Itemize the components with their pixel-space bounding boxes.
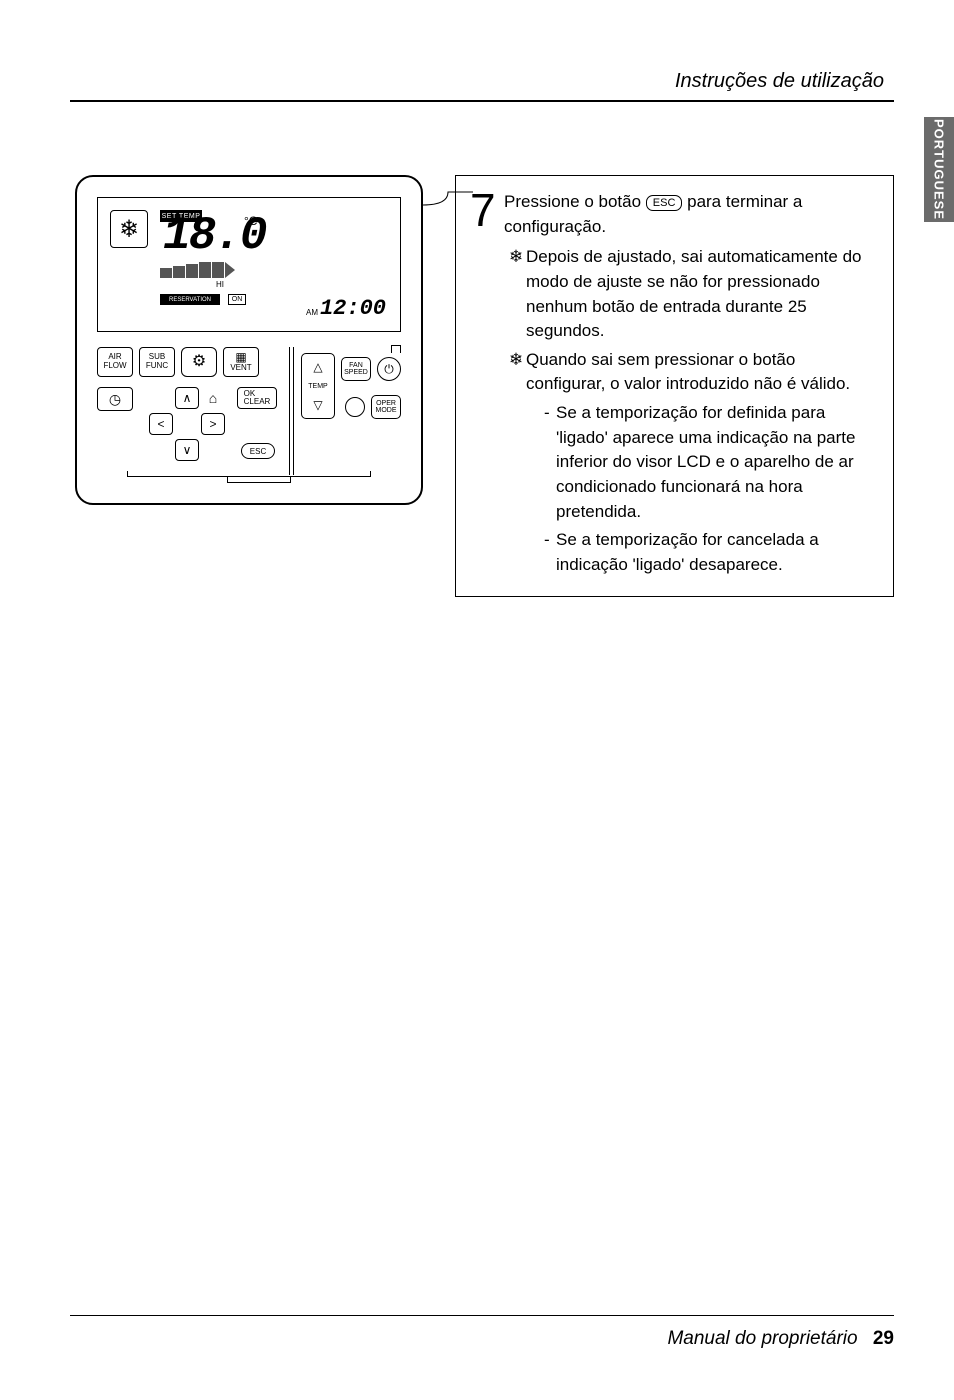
step-intro: Pressione o botão ESC para terminar a co…	[504, 190, 875, 239]
ok-clear-button: OK CLEAR	[237, 387, 277, 409]
lcd-screen: ❄ SET TEMP 18.0 °C HI RESERVATION ON AM …	[97, 197, 401, 332]
oper-mode-button: OPER MODE	[371, 395, 401, 419]
airflow-button: AIR FLOW	[97, 347, 133, 377]
fan-bars-icon	[160, 260, 255, 280]
bullet-item: ❄ Quando sai sem pressionar o botão conf…	[506, 348, 875, 578]
subfunc-button: SUB FUNC	[139, 347, 175, 377]
settings-button: ⚙	[181, 347, 217, 377]
temp-down-icon: ▽	[313, 398, 322, 412]
hi-label: HI	[216, 280, 224, 289]
reservation-label: RESERVATION	[160, 294, 220, 305]
timer-button: ◷	[97, 387, 133, 411]
home-icon: ⌂	[203, 387, 223, 409]
temp-rocker: △ TEMP ▽	[301, 353, 335, 419]
ampm-label: AM	[306, 308, 318, 317]
door-icon	[391, 345, 401, 353]
temperature-unit: °C	[244, 214, 257, 228]
fan-speed-button: FAN SPEED	[341, 357, 371, 381]
step-7-box: 7 Pressione o botão ESC para terminar a …	[455, 175, 894, 597]
clock-value: 12:00	[320, 296, 386, 321]
snowflake-bullet-icon: ❄	[506, 348, 526, 578]
page-footer: Manual do proprietário 29	[70, 1315, 894, 1350]
step-number: 7	[470, 190, 504, 578]
dash-item: - Se a temporização for definida para 'l…	[544, 401, 875, 524]
right-button: >	[201, 413, 225, 435]
vent-button: ▦VENT	[223, 347, 259, 377]
circle-button	[345, 397, 365, 417]
dash-item: - Se a temporização for cancelada a indi…	[544, 528, 875, 577]
panel-divider	[289, 347, 290, 475]
page-header-title: Instruções de utilização	[675, 70, 884, 93]
page-number: 29	[873, 1328, 894, 1349]
header-divider	[70, 100, 894, 102]
language-tab: PORTUGUESE	[924, 117, 954, 222]
power-button: ⏻	[377, 357, 401, 381]
temp-up-icon: △	[313, 360, 322, 374]
footer-text: Manual do proprietário	[667, 1328, 857, 1349]
arrow-pad: ∧ ⌂ < > ∨	[145, 387, 229, 465]
remote-controller-illustration: ❄ SET TEMP 18.0 °C HI RESERVATION ON AM …	[75, 175, 423, 505]
temp-label: TEMP	[302, 383, 334, 390]
bullet-item: ❄ Depois de ajustado, sai automaticament…	[506, 245, 875, 344]
down-button: ∨	[175, 439, 199, 461]
esc-button: ESC	[241, 443, 275, 459]
left-button: <	[149, 413, 173, 435]
base-line-2	[227, 477, 291, 483]
up-button: ∧	[175, 387, 199, 409]
button-panel: AIR FLOW SUB FUNC ⚙ ▦VENT ◷ ∧ ⌂ < > ∨ OK…	[97, 347, 401, 483]
snowflake-icon: ❄	[110, 210, 148, 248]
on-indicator: ON	[228, 294, 246, 305]
esc-inline-icon: ESC	[646, 195, 683, 211]
snowflake-bullet-icon: ❄	[506, 245, 526, 344]
